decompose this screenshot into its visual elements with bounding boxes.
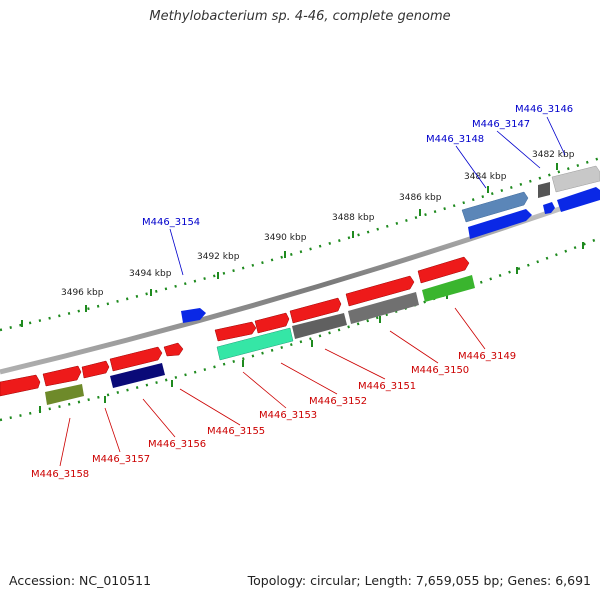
scale-track-lower	[0, 236, 600, 422]
reverse-gene-labels: M446_3149 M446_3150 M446_3151 M446_3152 …	[31, 351, 516, 480]
gene-arrow-forward-a[interactable]	[468, 209, 532, 239]
scale-tick-labels: 3482 kbp 3484 kbp 3486 kbp 3488 kbp 3490…	[61, 150, 575, 298]
gene-arrow-r8[interactable]	[289, 297, 342, 324]
gene-label-3156: M446_3156	[148, 439, 206, 450]
gene-label-3157: M446_3157	[92, 454, 150, 465]
gene-label-3149: M446_3149	[458, 351, 516, 362]
tick-label-3492: 3492 kbp	[197, 252, 240, 262]
accession-label: Accession: NC_010511	[9, 573, 152, 588]
forward-leader-lines	[169, 116, 566, 276]
gene-label-3150: M446_3150	[411, 365, 469, 376]
gene-arrow-3149[interactable]	[422, 275, 475, 302]
gene-label-3146: M446_3146	[515, 104, 573, 115]
upper-major-ticks	[21, 163, 558, 327]
map-title: Methylobacterium sp. 4-46, complete geno…	[149, 9, 451, 24]
gene-arrow-3147[interactable]	[538, 182, 550, 198]
gene-arrow-r3[interactable]	[81, 360, 110, 379]
gene-arrow-3148[interactable]	[461, 191, 529, 223]
gene-arrow-forward-b[interactable]	[543, 202, 555, 214]
gene-label-3158: M446_3158	[31, 469, 89, 480]
gene-arrow-3158[interactable]	[45, 384, 84, 405]
gene-arrow-3146[interactable]	[551, 165, 600, 193]
gene-arrow-r10[interactable]	[417, 256, 470, 284]
gene-label-3151: M446_3151	[358, 381, 416, 392]
gene-arrow-r4[interactable]	[109, 346, 163, 372]
gene-arrow-3154[interactable]	[181, 308, 206, 323]
tick-label-3496: 3496 kbp	[61, 288, 104, 298]
tick-label-3484: 3484 kbp	[464, 172, 507, 182]
tick-label-3482: 3482 kbp	[532, 150, 575, 160]
gene-arrow-r2[interactable]	[42, 365, 82, 387]
scale-track-upper	[0, 156, 600, 332]
gene-arrow-3153[interactable]	[216, 327, 294, 361]
tick-label-3494: 3494 kbp	[129, 269, 172, 279]
reverse-leader-lines	[59, 307, 486, 467]
gene-arrow-r7[interactable]	[254, 312, 290, 334]
tick-label-3488: 3488 kbp	[332, 213, 375, 223]
gene-arrow-3156[interactable]	[110, 363, 165, 388]
gene-label-3154: M446_3154	[142, 217, 200, 228]
forward-genes	[181, 165, 600, 323]
topology-label: Topology: circular; Length: 7,659,055 bp…	[247, 573, 591, 588]
gene-label-3155: M446_3155	[207, 426, 265, 437]
forward-gene-labels: M446_3146 M446_3147 M446_3148 M446_3154	[142, 104, 573, 228]
gene-arrow-forward-c[interactable]	[557, 187, 600, 212]
gene-arrow-3151[interactable]	[348, 292, 419, 324]
gene-arrow-r1[interactable]	[0, 374, 41, 397]
gene-label-3147: M446_3147	[472, 119, 530, 130]
gene-arrow-r6[interactable]	[214, 321, 257, 342]
reverse-genes	[0, 256, 475, 405]
gene-arrow-r9[interactable]	[345, 275, 415, 307]
tick-label-3490: 3490 kbp	[264, 233, 307, 243]
gene-arrow-3152[interactable]	[292, 313, 347, 339]
gene-label-3153: M446_3153	[259, 410, 317, 421]
gene-label-3152: M446_3152	[309, 396, 367, 407]
tick-label-3486: 3486 kbp	[399, 193, 442, 203]
gene-arrow-r5[interactable]	[163, 342, 184, 357]
gene-label-3148: M446_3148	[426, 134, 484, 145]
